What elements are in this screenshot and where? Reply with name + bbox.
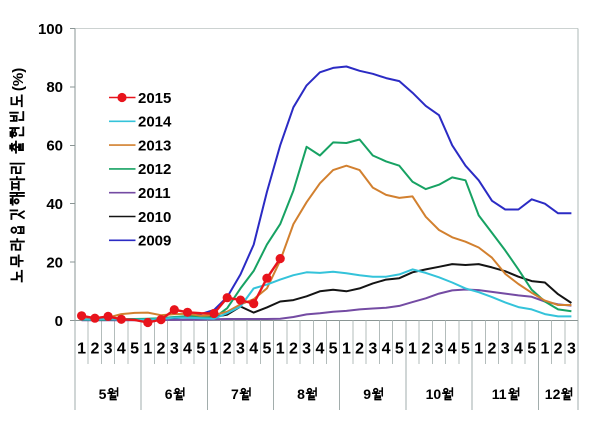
svg-text:5: 5 xyxy=(527,341,536,358)
svg-text:3: 3 xyxy=(501,341,510,358)
svg-text:3: 3 xyxy=(368,341,377,358)
svg-text:2013: 2013 xyxy=(138,137,171,154)
svg-text:2: 2 xyxy=(421,341,430,358)
svg-text:5: 5 xyxy=(461,341,470,358)
svg-text:2015: 2015 xyxy=(138,90,171,107)
svg-text:9: 9 xyxy=(363,386,371,402)
svg-text:4: 4 xyxy=(514,341,523,358)
svg-text:5: 5 xyxy=(196,341,205,358)
svg-text:12: 12 xyxy=(545,386,561,402)
svg-text:3: 3 xyxy=(302,341,311,358)
svg-text:2010: 2010 xyxy=(138,209,171,226)
svg-text:4: 4 xyxy=(315,341,324,358)
svg-text:7: 7 xyxy=(231,386,239,402)
svg-text:1: 1 xyxy=(342,341,351,358)
svg-text:60: 60 xyxy=(46,138,63,155)
svg-text:2: 2 xyxy=(157,341,166,358)
svg-text:2011: 2011 xyxy=(138,185,171,202)
svg-text:5: 5 xyxy=(99,386,107,402)
svg-text:4: 4 xyxy=(382,341,391,358)
svg-text:4: 4 xyxy=(183,341,192,358)
svg-text:20: 20 xyxy=(46,254,63,271)
svg-text:1: 1 xyxy=(143,341,152,358)
svg-text:3: 3 xyxy=(104,341,113,358)
svg-text:2: 2 xyxy=(90,341,99,358)
svg-text:3: 3 xyxy=(567,341,576,358)
svg-text:5: 5 xyxy=(329,341,338,358)
svg-text:4: 4 xyxy=(117,341,126,358)
svg-text:2: 2 xyxy=(488,341,497,358)
svg-text:3: 3 xyxy=(236,341,245,358)
svg-text:0: 0 xyxy=(55,313,63,330)
svg-text:1: 1 xyxy=(474,341,483,358)
svg-text:6: 6 xyxy=(165,386,173,402)
svg-text:2009: 2009 xyxy=(138,233,171,250)
svg-text:4: 4 xyxy=(448,341,457,358)
svg-text:2: 2 xyxy=(223,341,232,358)
svg-text:(%): (%) xyxy=(10,68,27,91)
svg-text:1: 1 xyxy=(540,341,549,358)
svg-text:3: 3 xyxy=(170,341,179,358)
svg-text:80: 80 xyxy=(46,79,63,96)
svg-text:40: 40 xyxy=(46,196,63,213)
svg-text:2: 2 xyxy=(355,341,364,358)
svg-text:3: 3 xyxy=(435,341,444,358)
svg-text:1: 1 xyxy=(408,341,417,358)
svg-text:5: 5 xyxy=(262,341,271,358)
svg-text:5: 5 xyxy=(130,341,139,358)
svg-text:4: 4 xyxy=(249,341,258,358)
svg-text:100: 100 xyxy=(38,21,63,38)
svg-text:1: 1 xyxy=(276,341,285,358)
svg-text:1: 1 xyxy=(210,341,219,358)
svg-text:10: 10 xyxy=(426,386,442,402)
svg-text:1: 1 xyxy=(77,341,86,358)
svg-text:2: 2 xyxy=(554,341,563,358)
svg-text:5: 5 xyxy=(395,341,404,358)
svg-text:11: 11 xyxy=(492,386,507,402)
svg-text:2014: 2014 xyxy=(138,114,172,131)
svg-text:2012: 2012 xyxy=(138,161,171,178)
svg-text:8: 8 xyxy=(297,386,305,402)
svg-text:2: 2 xyxy=(289,341,298,358)
